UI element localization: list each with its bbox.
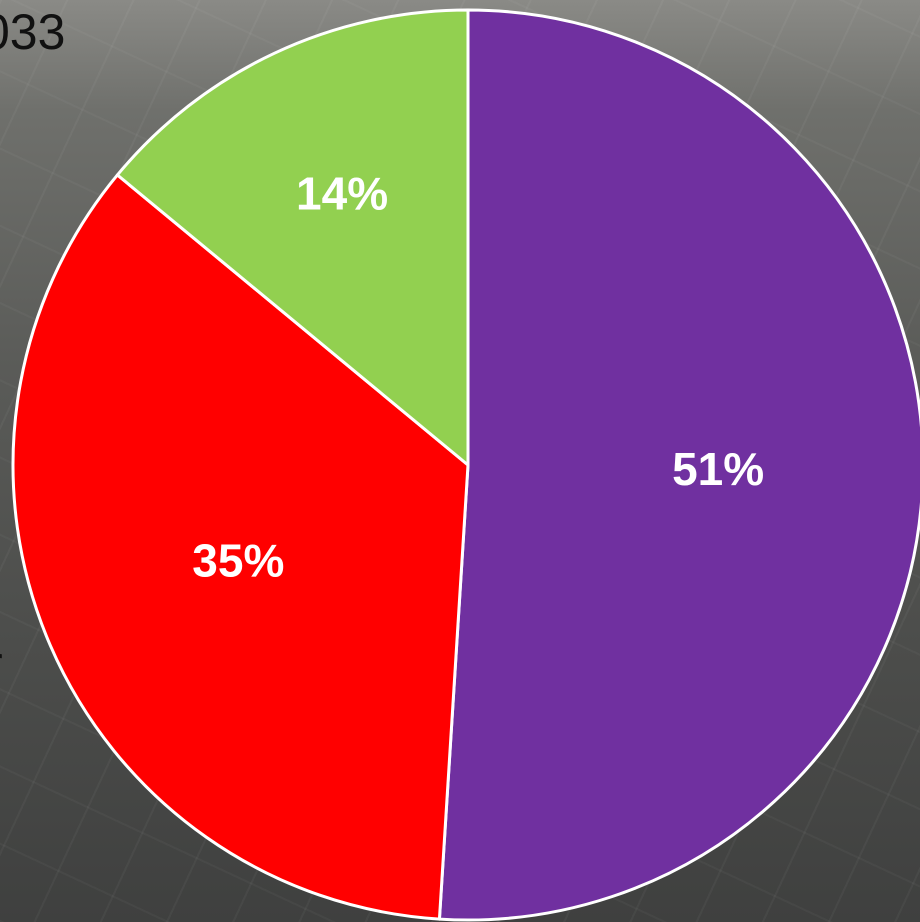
data-label: 14% — [296, 168, 388, 220]
background-text: r — [0, 636, 3, 692]
background-text: 033 — [0, 4, 65, 60]
chart: 033 r 51% 35% 14% — [0, 0, 920, 922]
data-label: 51% — [672, 443, 764, 495]
pie: 51% 35% 14% — [13, 10, 920, 920]
slide: 033 r 51% 35% 14% — [0, 0, 920, 922]
data-label: 35% — [192, 535, 284, 587]
